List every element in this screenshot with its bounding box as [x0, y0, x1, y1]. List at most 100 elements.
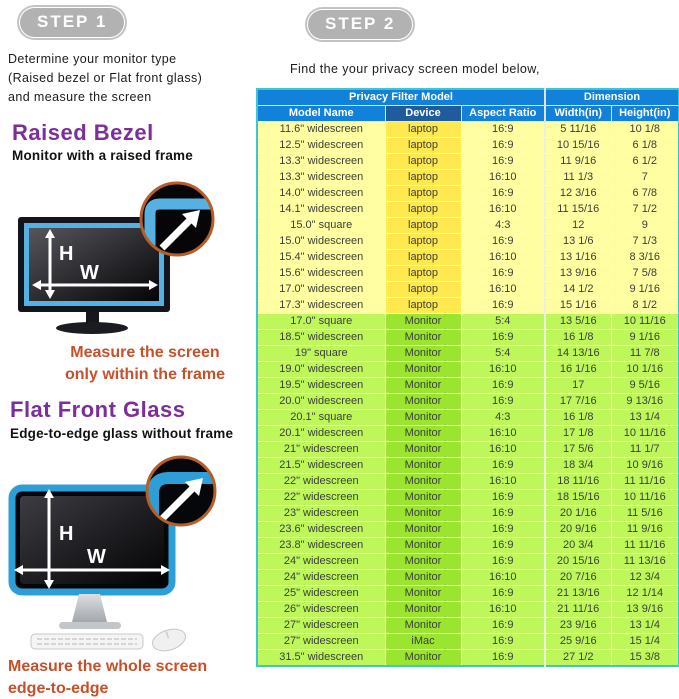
cell-height: 10 11/16 [611, 425, 679, 442]
cell-device: laptop [385, 217, 462, 234]
cell-ratio: 16:9 [461, 521, 546, 538]
height-label: H [59, 243, 73, 265]
cell-width: 18 11/16 [544, 473, 612, 490]
cell-width: 17 7/16 [544, 393, 612, 410]
cell-ratio: 16:10 [461, 473, 546, 490]
table-row: 23" widescreen Monitor 16:9 20 1/16 11 5/16 [257, 505, 679, 522]
cell-ratio: 16:10 [461, 201, 546, 218]
cell-device: Monitor [385, 617, 462, 634]
cell-width: 27 1/2 [544, 649, 612, 667]
step2-badge: STEP 2 [308, 10, 413, 39]
cell-width: 17 5/6 [544, 441, 612, 458]
table-row: 11.6" widescreen laptop 16:9 5 11/16 10 1/8 [257, 121, 679, 138]
cell-model: 22" widescreen [257, 489, 386, 506]
cell-height: 15 3/8 [611, 649, 679, 667]
flat-front-glass-caption: Measure the whole screen edge-to-edge [8, 658, 208, 697]
cell-model: 27" widescreen [257, 633, 386, 650]
corner-zoom-icon [139, 181, 215, 257]
cell-height: 11 13/16 [611, 553, 679, 570]
cell-model: 23.6" widescreen [257, 521, 386, 538]
cell-device: laptop [385, 201, 462, 218]
cell-ratio: 16:10 [461, 569, 546, 586]
width-arrow [32, 280, 158, 290]
table-row: 22" widescreen Monitor 16:9 18 15/16 10 11/1… [257, 489, 679, 506]
cell-height: 9 1/16 [611, 281, 679, 298]
cell-ratio: 16:9 [461, 505, 546, 522]
raised-bezel-heading: Raised Bezel [12, 120, 154, 145]
mouse [152, 628, 186, 652]
cell-height: 10 11/16 [611, 313, 679, 330]
cell-height: 10 11/16 [611, 489, 679, 506]
cell-device: laptop [385, 137, 462, 154]
cell-height: 6 1/2 [611, 153, 679, 170]
table-row: 15.4" widescreen laptop 16:10 13 1/16 8 3/16 [257, 249, 679, 266]
cell-height: 9 [611, 217, 679, 234]
table-row: 17.0" square Monitor 5:4 13 5/16 10 11/16 [257, 313, 679, 330]
table-row: 20.1" widescreen Monitor 16:10 17 1/8 10 11/… [257, 425, 679, 442]
cell-height: 7 1/3 [611, 233, 679, 250]
cell-width: 13 1/6 [544, 233, 612, 250]
cell-model: 24" widescreen [257, 569, 386, 586]
cell-width: 21 13/16 [544, 585, 612, 602]
table-row: 17.3" widescreen laptop 16:9 15 1/16 8 1/2 [257, 297, 679, 314]
cell-device: Monitor [385, 457, 462, 474]
cell-model: 14.1" widescreen [257, 201, 386, 218]
cell-width: 18 15/16 [544, 489, 612, 506]
cell-model: 17.0" square [257, 313, 386, 330]
cell-ratio: 16:9 [461, 329, 546, 346]
cell-width: 13 9/16 [544, 265, 612, 282]
cell-height: 11 9/16 [611, 521, 679, 538]
table-row: 19.0" widescreen Monitor 16:10 16 1/16 10 1/… [257, 361, 679, 378]
cell-device: laptop [385, 233, 462, 250]
cell-width: 12 [544, 217, 612, 234]
monitor-base [59, 622, 121, 629]
cell-model: 31.5" widescreen [257, 649, 386, 667]
cell-ratio: 16:9 [461, 617, 546, 634]
cell-width: 12 3/16 [544, 185, 612, 202]
cell-width: 25 9/16 [544, 633, 612, 650]
monitor-stand [72, 594, 107, 622]
cell-height: 7 5/8 [611, 265, 679, 282]
cell-ratio: 16:10 [461, 425, 546, 442]
cell-ratio: 16:10 [461, 361, 546, 378]
cell-device: laptop [385, 185, 462, 202]
cell-device: Monitor [385, 409, 462, 426]
width-arrow [14, 565, 170, 575]
cell-model: 19.5" widescreen [257, 377, 386, 394]
cell-ratio: 5:4 [461, 313, 546, 330]
cell-height: 15 1/4 [611, 633, 679, 650]
cell-height: 7 [611, 169, 679, 186]
cell-width: 11 9/16 [544, 153, 612, 170]
step1-badge: STEP 1 [20, 8, 125, 37]
table-row: 12.5" widescreen laptop 16:9 10 15/16 6 1/8 [257, 137, 679, 154]
cell-width: 18 3/4 [544, 457, 612, 474]
cell-model: 15.0" square [257, 217, 386, 234]
cell-width: 21 11/16 [544, 601, 612, 618]
column-header-device: Device [385, 105, 462, 122]
table-row: 26" widescreen Monitor 16:10 21 11/16 13 9/1… [257, 601, 679, 618]
cell-model: 11.6" widescreen [257, 121, 386, 138]
cell-width: 17 1/8 [544, 425, 612, 442]
cell-height: 11 1/7 [611, 441, 679, 458]
cell-model: 14.0" widescreen [257, 185, 386, 202]
raised-bezel-subheading: Monitor with a raised frame [12, 148, 193, 163]
cell-height: 6 1/8 [611, 137, 679, 154]
cell-device: Monitor [385, 473, 462, 490]
cell-width: 11 1/3 [544, 169, 612, 186]
cell-height: 10 1/16 [611, 361, 679, 378]
cell-height: 12 1/14 [611, 585, 679, 602]
cell-ratio: 16:10 [461, 281, 546, 298]
cell-device: laptop [385, 281, 462, 298]
table-row: 17.0" widescreen laptop 16:10 14 1/2 9 1/16 [257, 281, 679, 298]
cell-height: 11 5/16 [611, 505, 679, 522]
monitor-base [56, 322, 128, 334]
cell-width: 15 1/16 [544, 297, 612, 314]
cell-device: laptop [385, 265, 462, 282]
cell-model: 24" widescreen [257, 553, 386, 570]
cell-model: 20.1" square [257, 409, 386, 426]
cell-width: 17 [544, 377, 612, 394]
cell-height: 11 11/16 [611, 473, 679, 490]
table-row: 23.6" widescreen Monitor 16:9 20 9/16 11 9/1… [257, 521, 679, 538]
table-row: 13.3" widescreen laptop 16:10 11 1/3 7 [257, 169, 679, 186]
cell-device: Monitor [385, 329, 462, 346]
